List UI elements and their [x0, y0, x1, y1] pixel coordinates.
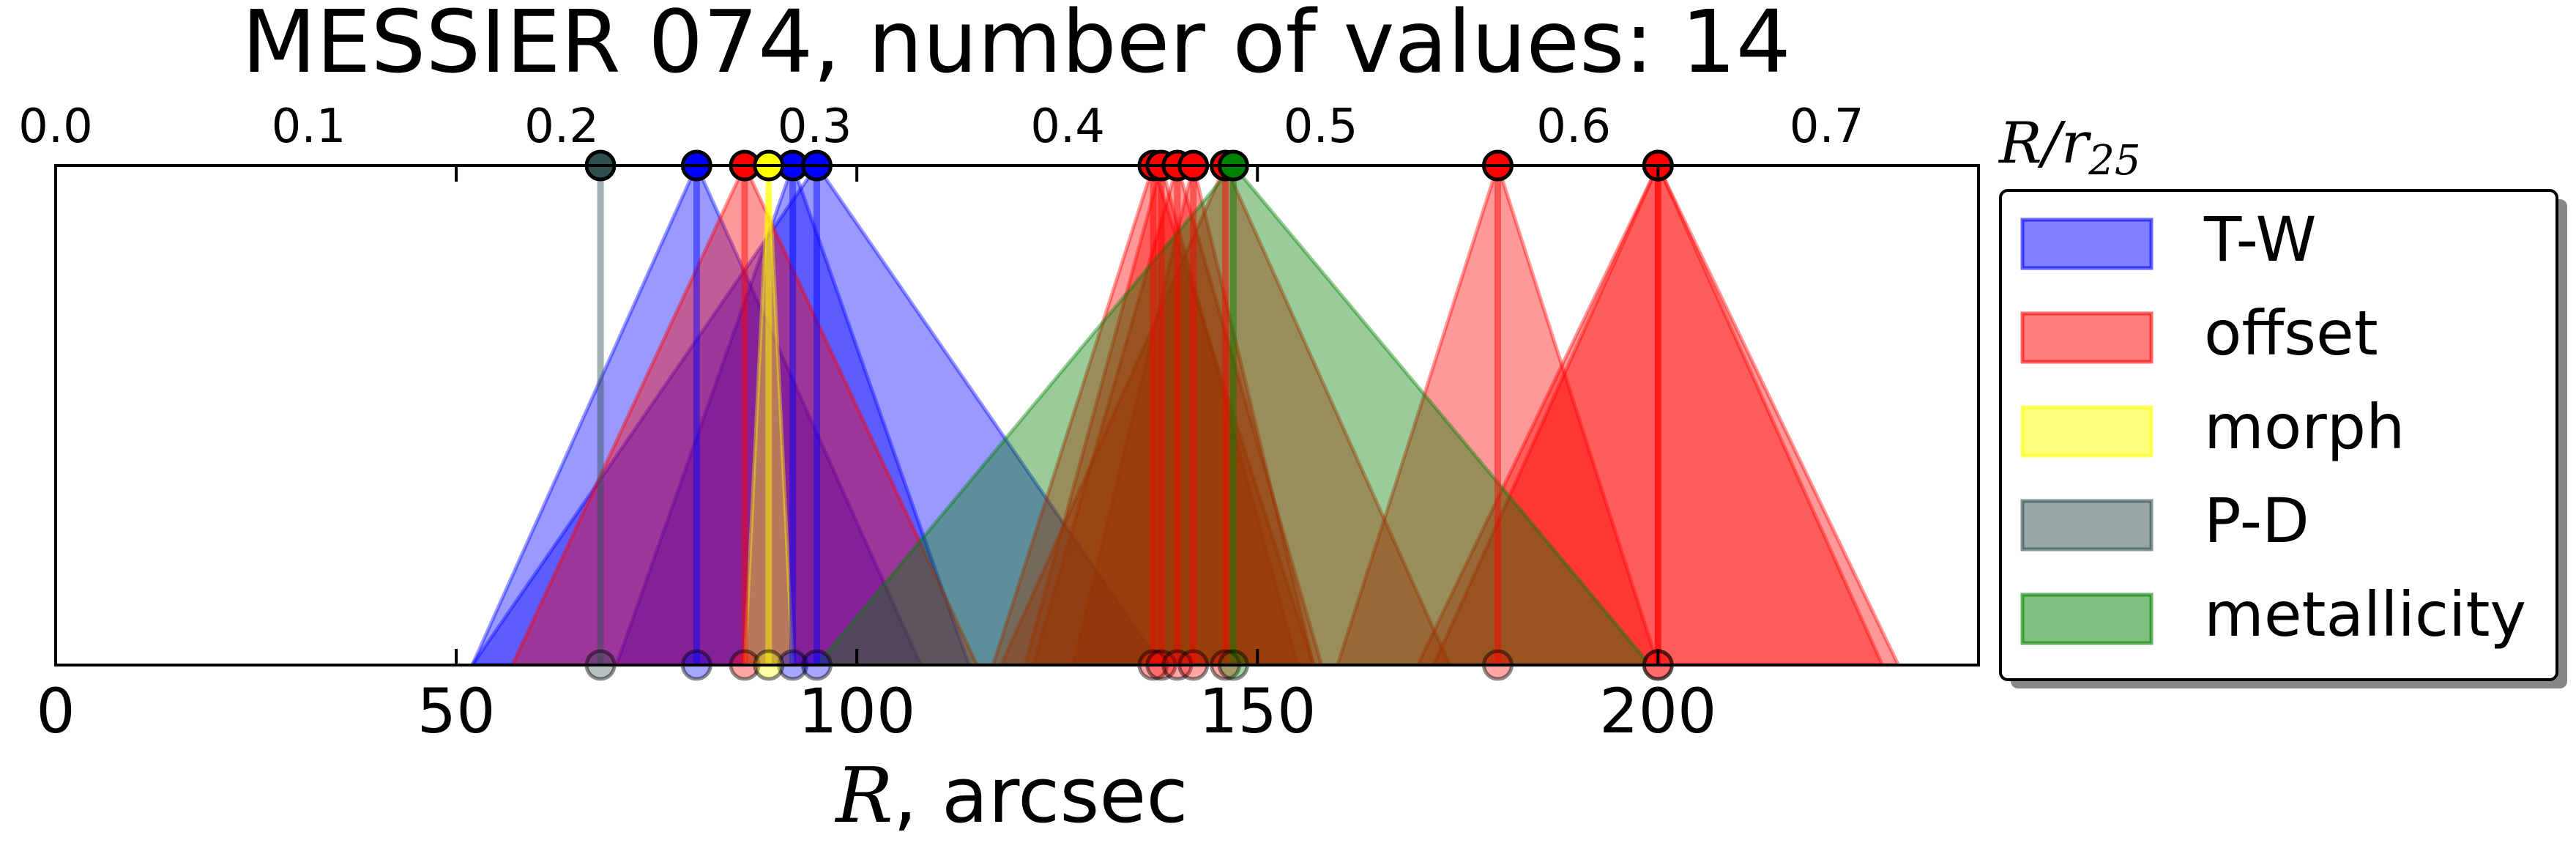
plot-area: [469, 149, 1901, 681]
legend-label-morph: morph: [2204, 391, 2405, 463]
uncertainty-triangle-T-W-1: [614, 166, 972, 665]
x-tick-label: 0: [36, 675, 75, 747]
uncertainty-triangle-offset-8: [1432, 166, 1885, 665]
top-axis-label: R/r25: [1998, 111, 2141, 185]
uncertainty-triangle-metallicity-0: [814, 166, 1653, 665]
top-tick-label: 0.7: [1790, 100, 1864, 154]
top-tick-label: 0.5: [1284, 100, 1358, 154]
legend-swatch-T-W: [2020, 218, 2154, 270]
legend-swatch-P-D: [2020, 499, 2154, 552]
uncertainty-triangle-offset-2: [1023, 166, 1300, 665]
uncertainty-triangle-morph-0: [742, 166, 795, 665]
legend-swatch-metallicity: [2020, 593, 2154, 645]
top-tick-label: 0.4: [1030, 100, 1105, 154]
uncertainty-triangle-offset-3: [1031, 166, 1324, 665]
x-axis-label: R, arcsec: [834, 751, 1188, 840]
top-tick-label: 0.3: [778, 100, 852, 154]
uncertainty-triangle-offset-0: [510, 166, 980, 665]
x-tick-label: 100: [798, 675, 915, 747]
uncertainty-triangle-offset-6: [1336, 166, 1660, 665]
top-tick-label: 0.1: [272, 100, 346, 154]
x-tick-label: 200: [1599, 675, 1716, 747]
uncertainty-triangle-T-W-2: [469, 166, 1164, 665]
legend-swatch-offset: [2020, 311, 2154, 364]
x-tick-label: 50: [417, 675, 496, 747]
uncertainty-triangle-offset-5: [999, 166, 1452, 665]
legend-label-metallicity: metallicity: [2204, 579, 2526, 650]
legend-label-P-D: P-D: [2204, 485, 2309, 557]
uncertainty-triangle-T-W-0: [470, 166, 923, 665]
bottom-axis: 0 50 100 150 200: [36, 166, 1717, 747]
top-tick-label: 0.6: [1536, 100, 1611, 154]
top-tick-label: 0.0: [18, 100, 93, 154]
uncertainty-triangle-offset-1: [991, 166, 1316, 665]
x-tick-label: 150: [1199, 675, 1316, 747]
legend-swatch-morph: [2020, 405, 2154, 458]
plot-frame: [54, 164, 1980, 667]
chart-title: MESSIER 074, number of values: 14: [242, 0, 1791, 92]
top-axis: 0.0 0.1 0.2 0.3 0.4 0.5 0.6 0.7: [18, 100, 1864, 154]
legend-label-T-W: T-W: [2203, 204, 2317, 275]
uncertainty-triangle-offset-7: [1415, 166, 1901, 665]
legend-label-offset: offset: [2204, 297, 2378, 369]
top-tick-label: 0.2: [524, 100, 599, 154]
legend: T-W offset morph P-D metallicity: [1999, 189, 2567, 688]
uncertainty-triangle-offset-4: [1071, 166, 1316, 665]
